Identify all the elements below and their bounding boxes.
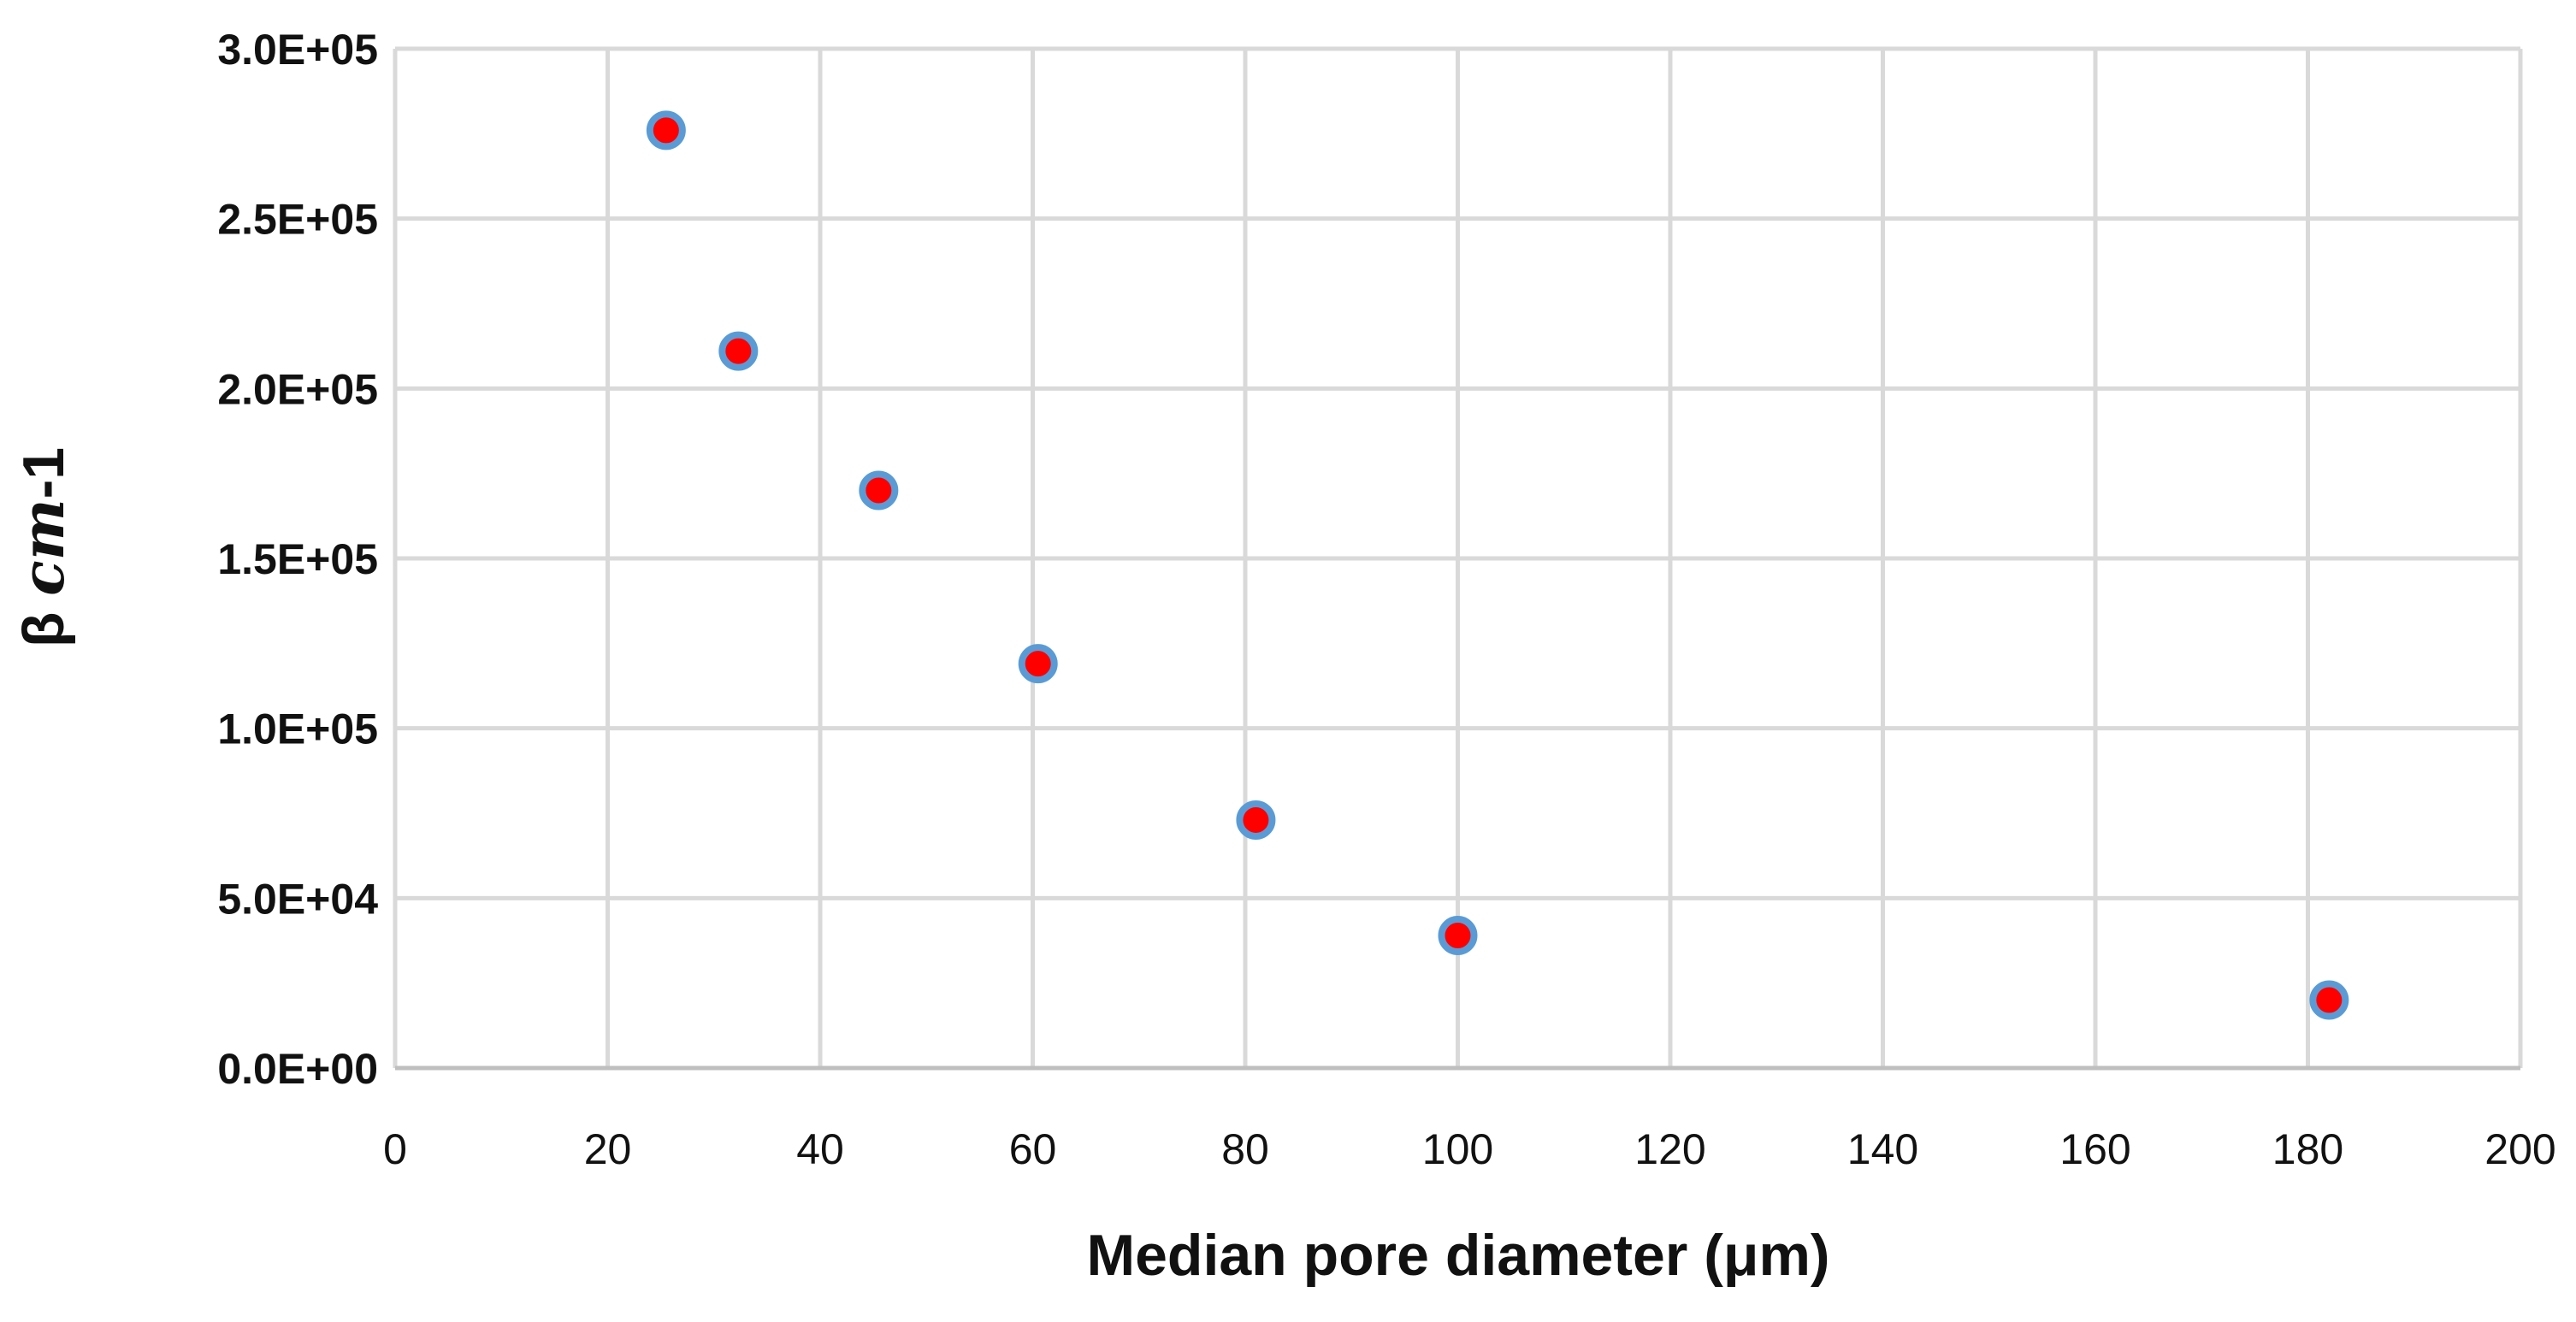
- data-point: [859, 470, 899, 511]
- data-point: [1236, 800, 1276, 840]
- y-tick-label: 2.0E+05: [217, 365, 378, 413]
- x-tick-label: 180: [2272, 1125, 2343, 1173]
- y-tick-labels: 0.0E+00 5.0E+04 1.0E+05 1.5E+05 2.0E+05 2.5E+…: [217, 26, 378, 1093]
- x-tick-label: 160: [2059, 1125, 2130, 1173]
- y-tick-label: 1.5E+05: [217, 535, 378, 583]
- y-tick-label: 2.5E+05: [217, 196, 378, 244]
- data-point: [1018, 644, 1058, 684]
- y-axis-title-unit: cm: [9, 499, 78, 595]
- data-point: [1438, 916, 1478, 956]
- x-tick-labels: 0 20 40 60 80 100 120 140 160 180 200: [383, 1125, 2556, 1173]
- y-tick-label: 0.0E+00: [217, 1045, 378, 1093]
- y-axis-title: β cm-1: [9, 447, 78, 647]
- x-tick-label: 80: [1221, 1125, 1269, 1173]
- data-point: [2309, 980, 2349, 1020]
- x-tick-label: 0: [383, 1125, 407, 1173]
- y-axis-title-prefix: β: [11, 596, 76, 647]
- y-axis-title-suffix: -1: [11, 447, 76, 499]
- x-tick-label: 20: [584, 1125, 632, 1173]
- x-tick-label: 120: [1634, 1125, 1705, 1173]
- x-axis-title: Median pore diameter (μm): [1086, 1223, 1829, 1288]
- gridlines: [393, 46, 2523, 1068]
- x-tick-label: 100: [1422, 1125, 1493, 1173]
- data-points: [646, 110, 2349, 1020]
- y-tick-label: 1.0E+05: [217, 705, 378, 753]
- y-tick-label: 3.0E+05: [217, 26, 378, 74]
- y-tick-label: 5.0E+04: [217, 875, 378, 923]
- data-point: [646, 110, 686, 150]
- x-tick-label: 60: [1009, 1125, 1057, 1173]
- x-tick-label: 40: [796, 1125, 844, 1173]
- x-tick-label: 140: [1847, 1125, 1918, 1173]
- x-tick-label: 200: [2484, 1125, 2555, 1173]
- data-point: [718, 331, 759, 371]
